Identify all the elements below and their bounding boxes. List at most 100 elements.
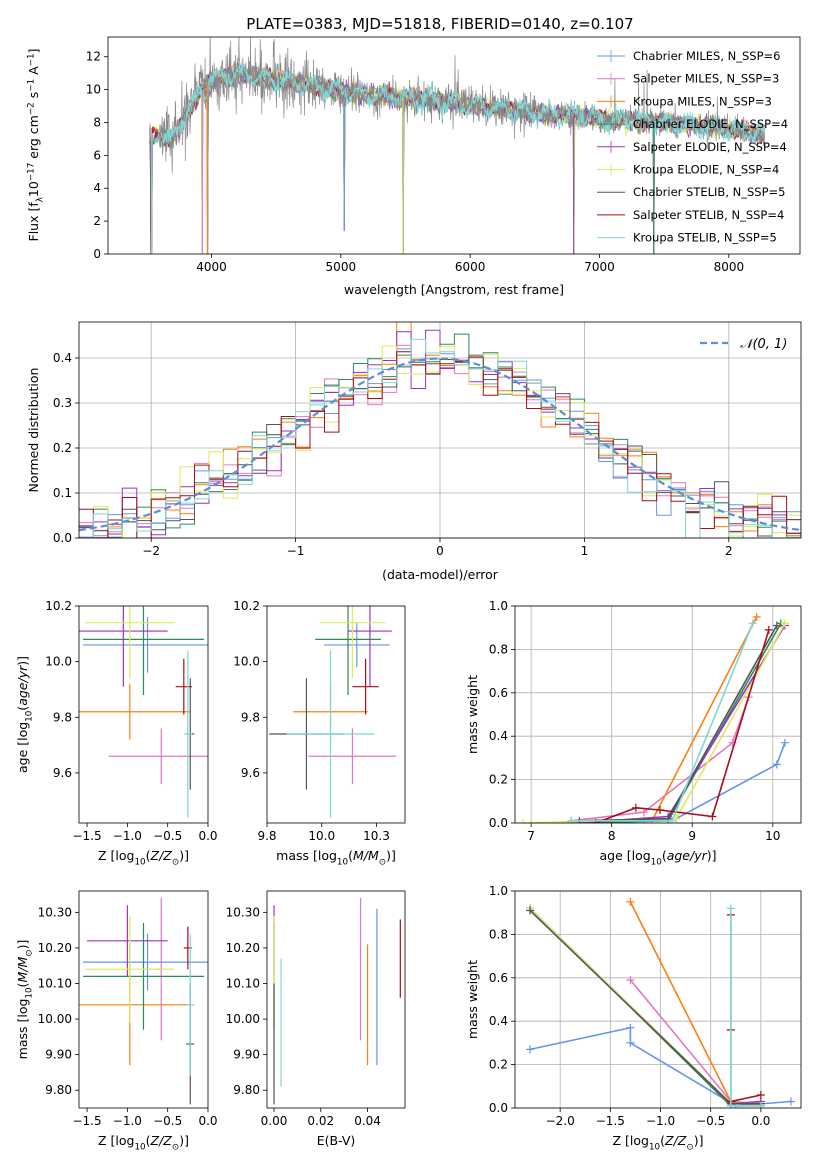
y-tick-label: 10.20 (38, 941, 72, 955)
x-axis-label-part: Z/Z (664, 1133, 687, 1148)
x-axis-label-part: ( (662, 848, 667, 863)
x-axis-label-part: ⊙ (686, 1142, 693, 1152)
y-axis-label-part: erg cm (26, 115, 41, 163)
y-tick-label: 0.4 (489, 1014, 508, 1028)
x-axis-label: E(B-V) (317, 1133, 356, 1148)
x-axis-label-part: Z/Z (150, 1133, 173, 1148)
weight-marker (780, 738, 789, 747)
plot-area (273, 898, 401, 1105)
y-axis-label-part: ⊙ (24, 949, 34, 956)
x-axis-label-part: ( (146, 848, 151, 863)
axes-age-vs-Z: −1.5 −1.0 −0.5 0.09.69.810.010.2Z [log10(Z/… (15, 599, 218, 867)
y-tick-label: 12 (86, 50, 101, 64)
axes-residuals: −2 −1 0 1 2 0.0 0.1 0.2 0.3 0.4 𝒩(0, 1) (data-model… (26, 321, 802, 582)
weight-marker (668, 816, 677, 823)
legend-label: Salpeter ELODIE, N_SSP=4 (633, 140, 787, 154)
x-tick-label: 6000 (455, 260, 486, 274)
x-tick-label: 5000 (326, 260, 357, 274)
plot-area (519, 612, 789, 823)
axes-frame (266, 890, 406, 1109)
axes-mass-vs-Z: −1.5 −1.0 −0.5 0.0 9.80 9.90 10.00 10.10 10.20 10… (15, 890, 218, 1152)
y-tick-label: 9.6 (241, 766, 260, 780)
weight-marker (786, 1097, 795, 1106)
y-axis-label-part: mass [log (15, 999, 30, 1060)
weight-line (571, 623, 782, 823)
x-tick-label: 0.0 (198, 1114, 217, 1128)
y-tick-label: 0.2 (489, 1058, 508, 1072)
weight-line (629, 979, 761, 1105)
x-tick-label: 10.3 (363, 829, 390, 843)
weight-marker (626, 975, 635, 984)
y-tick-label: 10.2 (233, 599, 260, 613)
legend-label: Salpeter MILES, N_SSP=3 (633, 72, 779, 86)
x-axis-label-part: Z [log (98, 848, 134, 863)
x-tick-label: 9 (688, 829, 696, 843)
legend-label: Kroupa STELIB, N_SSP=5 (633, 231, 777, 245)
x-tick-label: −2 (142, 544, 160, 558)
x-axis-label-part: 10 (649, 1142, 660, 1152)
y-axis-label-part: 10 (24, 987, 34, 998)
y-tick-label: 1.0 (489, 884, 508, 898)
y-axis-label-part: −2 (27, 102, 37, 115)
x-tick-label: 10 (765, 829, 780, 843)
x-axis-label-part: Z [log (613, 1133, 649, 1148)
figure-title: PLATE=0383, MJD=51818, FIBERID=0140, z=0… (246, 15, 633, 33)
weight-marker (519, 819, 528, 823)
y-tick-label: 8 (93, 115, 101, 129)
x-tick-label: 2 (725, 544, 733, 558)
axes-frame (266, 605, 406, 824)
y-tick-label: 9.8 (241, 710, 260, 724)
axes-frame (78, 890, 209, 1109)
weight-marker (708, 812, 717, 821)
y-tick-label: 10.00 (38, 1012, 72, 1026)
x-tick-label: 0.0 (751, 1114, 770, 1128)
x-axis-label: age [log10(age/yr)] (599, 848, 716, 867)
weight-line (529, 907, 761, 1105)
x-tick-label: 4000 (196, 260, 227, 274)
y-tick-label: 10.0 (45, 655, 72, 669)
weight-line (523, 623, 786, 823)
y-axis-label-part: 10 (24, 711, 34, 722)
legend-label: Chabrier MILES, N_SSP=6 (633, 49, 780, 63)
y-tick-label: 0.2 (489, 773, 508, 787)
x-tick-label: −1.5 (596, 1114, 625, 1128)
x-axis-label: Z [log10(Z/Z⊙)] (98, 848, 189, 867)
weight-marker (567, 816, 576, 823)
x-tick-label: −1 (287, 544, 305, 558)
y-tick-label: 9.90 (233, 1048, 260, 1062)
y-tick-label: 9.6 (53, 766, 72, 780)
y-axis-label-part: Flux [f (26, 202, 41, 242)
y-tick-label: 10 (86, 83, 101, 97)
y-tick-label: 0.8 (489, 642, 508, 656)
plot-area (269, 606, 397, 818)
y-tick-label: 0.2 (53, 441, 72, 455)
y-tick-label: 0.1 (53, 486, 72, 500)
weight-marker (626, 897, 635, 906)
weight-marker (772, 760, 781, 769)
axes-frame (514, 890, 802, 1109)
y-tick-label: 10.10 (38, 976, 72, 990)
weight-line (529, 909, 761, 1105)
y-tick-label: 10.0 (233, 655, 260, 669)
x-tick-label: −2.0 (546, 1114, 575, 1128)
y-axis-label-part: −17 (27, 163, 37, 181)
y-axis-label-part: age [log (15, 722, 30, 773)
x-axis-label: (data-model)/error (382, 567, 499, 582)
y-tick-label: 0.4 (489, 729, 508, 743)
x-axis-label-part: 10 (134, 857, 145, 867)
y-axis-label-part: A (26, 66, 41, 79)
y-tick-label: 10.30 (226, 905, 260, 919)
y-axis-label-part: s (26, 92, 41, 103)
y-tick-label: 9.90 (45, 1048, 72, 1062)
weight-marker (748, 619, 757, 628)
weight-line (730, 908, 761, 1107)
x-tick-label: 7 (527, 829, 535, 843)
weight-marker (752, 612, 761, 621)
y-tick-label: 10.00 (226, 1012, 260, 1026)
x-axis-label-part: age/yr (667, 848, 708, 863)
y-axis-label: age [log10(age/yr)] (15, 656, 34, 773)
weight-marker (756, 1101, 765, 1108)
y-axis-label-part: age/yr (15, 665, 30, 706)
